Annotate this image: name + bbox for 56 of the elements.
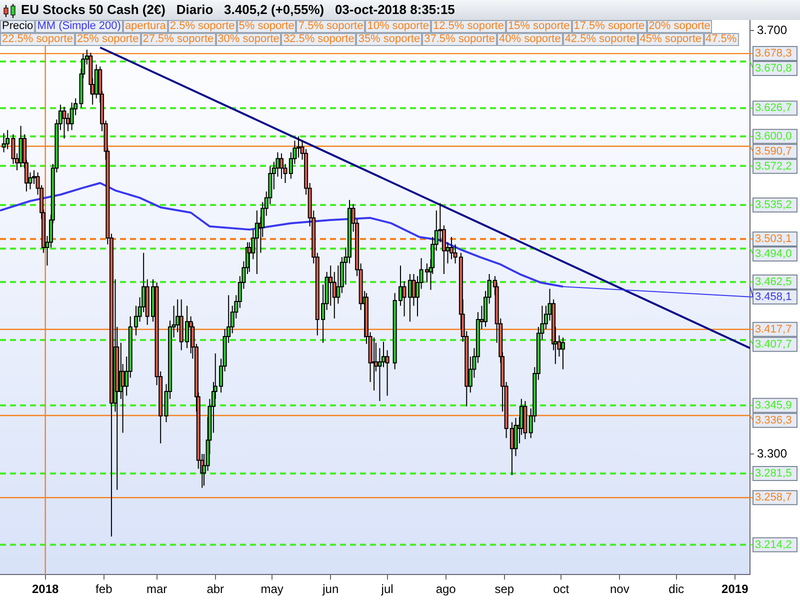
ref-line-label: 3.626,7 <box>755 102 792 114</box>
annotation: 32.5% soporte <box>281 33 356 46</box>
chart-title: EU Stocks 50 Cash (2€) Diario 3.405,2 (+0,55%) 03-oct-2018 8:35:15 <box>21 2 455 17</box>
ref-line-label: 3.535,2 <box>755 199 792 212</box>
annotation: 27.5% soporte <box>140 33 216 46</box>
annotation: 2.5% soporte <box>168 20 237 33</box>
x-tick-label: abr <box>206 582 224 596</box>
annotation: 35% soporte <box>356 33 422 46</box>
legend-label: Precio <box>0 20 36 33</box>
ref-line-label: 3.281,5 <box>755 468 792 480</box>
ref-line-label: 3.590,7 <box>755 145 792 158</box>
x-tick-label: jul <box>380 582 394 596</box>
annotation: 10% soporte <box>365 20 431 33</box>
annotation: 12.5% soporte <box>431 20 506 33</box>
annotation: 37.5% soporte <box>422 33 498 46</box>
ref-line-label: 3.407,7 <box>755 338 792 350</box>
annotation: 17.5% soporte <box>572 20 647 33</box>
x-tick-label: sep <box>494 582 514 596</box>
annotation: 7.5% soporte <box>296 20 366 33</box>
annotation: 20% soporte <box>646 20 712 33</box>
annotation: 22.5% soporte <box>0 33 75 46</box>
x-tick-label: 2018 <box>32 582 60 596</box>
annotation: apertura <box>122 20 168 33</box>
ref-line-label: 3.503,1 <box>755 233 792 246</box>
annotation: 5% soporte <box>236 20 296 33</box>
x-tick-label: ago <box>436 582 456 596</box>
ref-line-label: 3.258,7 <box>755 492 792 504</box>
annotation: 45% soporte <box>638 33 704 46</box>
y-tick-label: 3.700 <box>757 22 788 37</box>
annotation: 15% soporte <box>506 20 572 33</box>
ref-line-label: 3.600,0 <box>755 130 792 142</box>
ref-line-label: 3.417,7 <box>755 323 792 336</box>
ref-line-label: 3.670,8 <box>755 62 792 75</box>
annotation: 40% soporte <box>497 33 563 46</box>
ref-line-label: 3.214,2 <box>755 538 792 551</box>
x-tick-label: nov <box>610 582 630 596</box>
annotation: 3.458,1 <box>755 290 792 303</box>
x-tick-label: mar <box>146 582 168 596</box>
ref-line-label: 3.572,2 <box>755 160 792 172</box>
x-tick-label: feb <box>96 582 113 596</box>
x-tick-label: 2019 <box>722 582 749 596</box>
annotation: 47.5% <box>704 33 739 46</box>
ref-line-label: 3.462,5 <box>755 276 792 288</box>
annotation: 42.5% soporte <box>562 33 638 46</box>
ref-line-label: 3.678,3 <box>755 48 792 60</box>
annotation: 25% soporte <box>74 33 141 46</box>
x-tick-label: dic <box>668 582 684 596</box>
ref-line-label: 3.345,9 <box>755 399 792 412</box>
y-tick-label: 3.300 <box>757 446 788 460</box>
x-tick-label: may <box>260 582 284 596</box>
x-tick-label: oct <box>553 582 570 596</box>
text: MM (Simple 200) <box>35 20 123 33</box>
ref-line-label: 3.494,0 <box>755 248 792 260</box>
annotation: 30% soporte <box>216 33 282 46</box>
ref-line-label: 3.336,3 <box>755 414 792 426</box>
x-tick-label: jun <box>322 582 339 596</box>
